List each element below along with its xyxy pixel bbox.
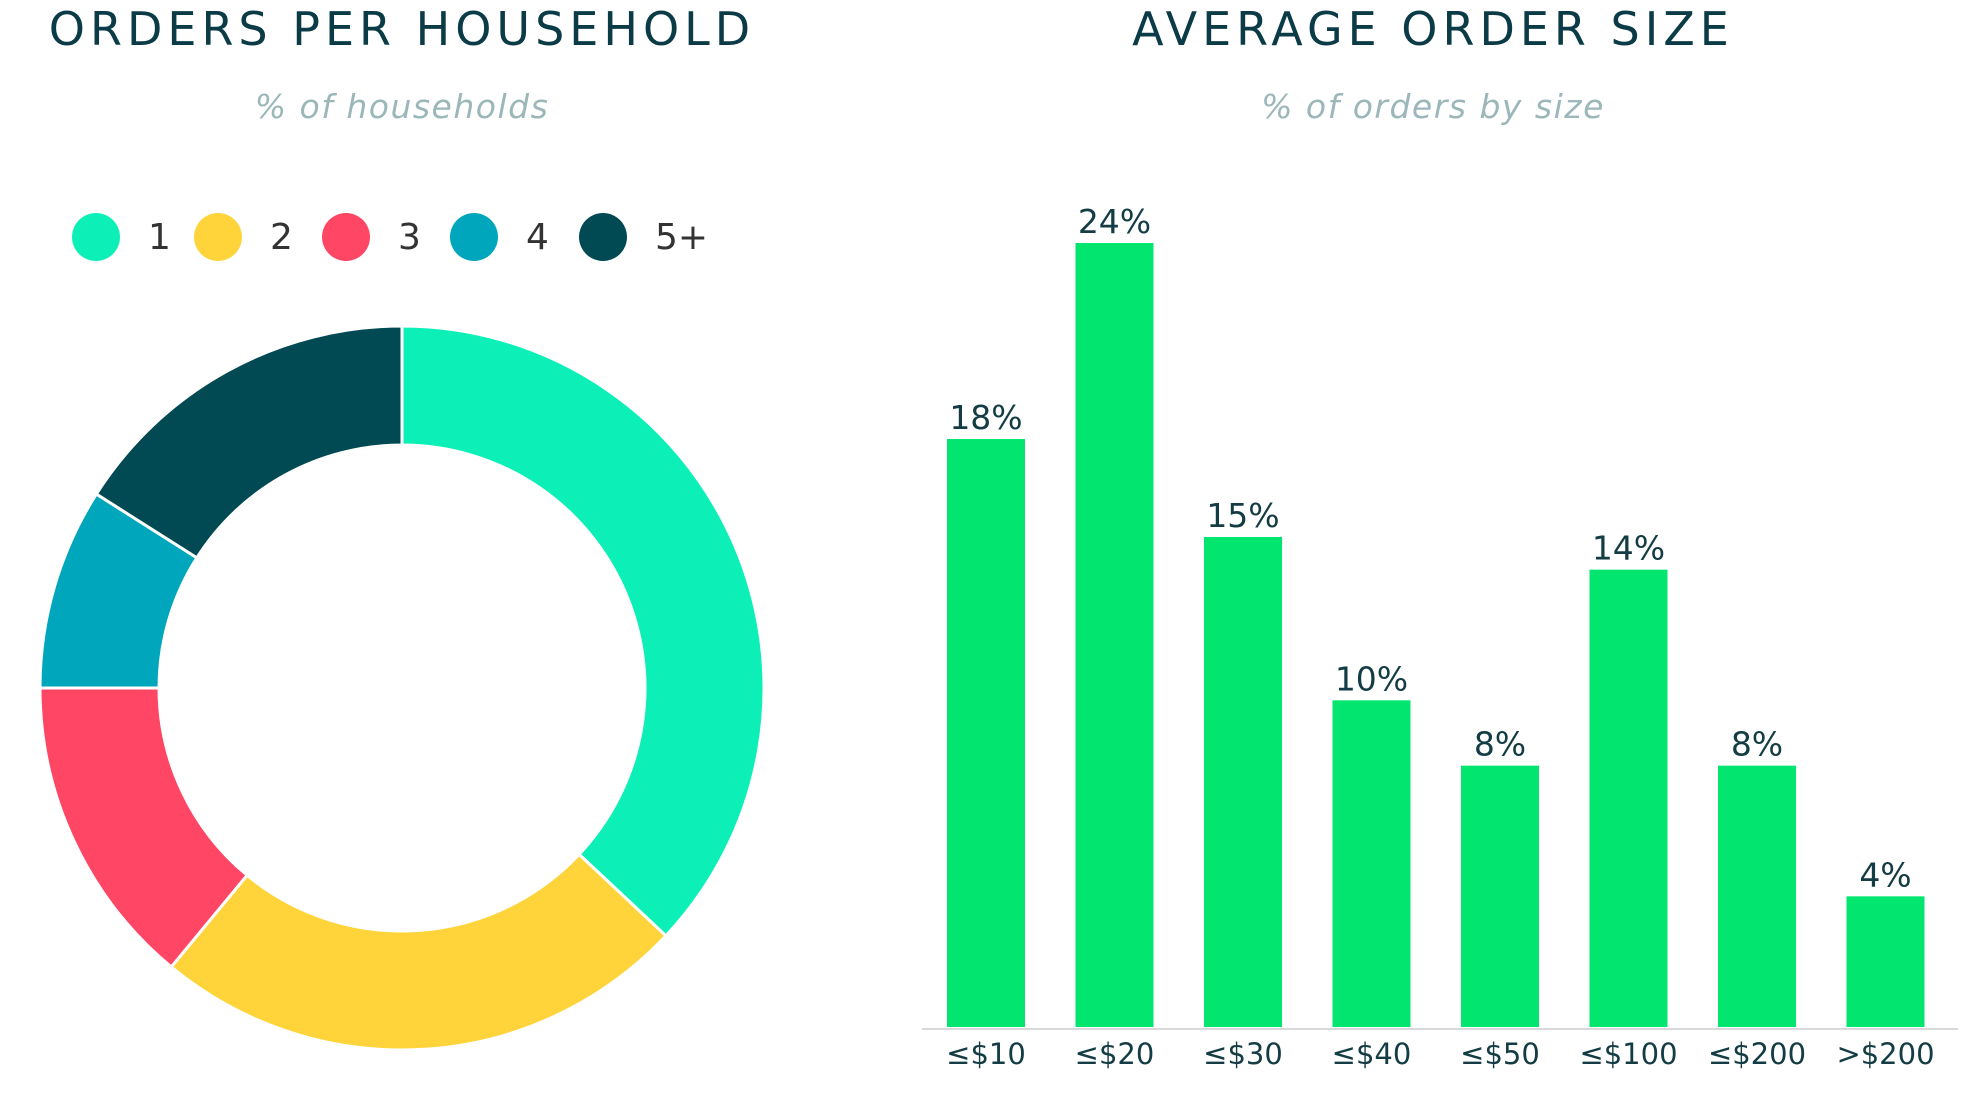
bar-chart-panel: AVERAGE ORDER SIZE % of orders by size 1… <box>922 2 1958 1071</box>
bar-value-label-4: 10% <box>1335 659 1408 698</box>
bar-chart-title: AVERAGE ORDER SIZE <box>1132 2 1734 56</box>
bar-8 <box>1846 896 1925 1027</box>
bar-value-label-6: 14% <box>1592 529 1665 568</box>
bar-value-label-5: 8% <box>1474 725 1526 764</box>
x-tick-label-7: ≤$200 <box>1708 1037 1806 1071</box>
legend-label-5: 5+ <box>655 217 708 258</box>
legend-swatch-3 <box>322 213 370 261</box>
bar-5 <box>1461 765 1539 1027</box>
legend-swatch-5 <box>579 213 627 261</box>
bar-7 <box>1718 765 1796 1027</box>
x-tick-label-8: >$200 <box>1836 1037 1934 1071</box>
bar-value-label-7: 8% <box>1731 725 1783 764</box>
donut-chart-subtitle: % of households <box>255 87 550 126</box>
legend-label-1: 1 <box>148 217 171 258</box>
legend-label-4: 4 <box>526 217 549 258</box>
x-tick-label-4: ≤$40 <box>1332 1037 1412 1071</box>
bar-value-label-3: 15% <box>1206 496 1279 535</box>
bar-1 <box>947 439 1025 1027</box>
bar-2 <box>1075 243 1154 1027</box>
donut-slice-1 <box>400 324 766 938</box>
donut-chart-title: ORDERS PER HOUSEHOLD <box>49 2 755 56</box>
donut-chart-panel: ORDERS PER HOUSEHOLD % of households 1 2 3… <box>38 2 766 1052</box>
bar-6 <box>1589 569 1668 1027</box>
donut-slice-2 <box>169 852 669 1052</box>
bar-value-label-1: 18% <box>949 398 1022 437</box>
legend-label-2: 2 <box>270 217 293 258</box>
donut-slice-5 <box>94 324 404 560</box>
x-tick-label-3: ≤$30 <box>1203 1037 1283 1071</box>
legend-swatch-2 <box>194 213 242 261</box>
bar-value-label-2: 24% <box>1078 202 1151 241</box>
bar-series: 18% ≤$10 24% ≤$20 15% ≤$30 10% ≤$40 8% ≤$50 14% ≤$1… <box>946 202 1934 1071</box>
x-tick-label-2: ≤$20 <box>1075 1037 1155 1071</box>
legend-swatch-1 <box>72 213 120 261</box>
bar-value-label-8: 4% <box>1859 855 1911 894</box>
bar-chart-subtitle: % of orders by size <box>1261 87 1605 126</box>
legend-label-3: 3 <box>398 217 421 258</box>
x-tick-label-1: ≤$10 <box>946 1037 1026 1071</box>
legend-swatch-4 <box>450 213 498 261</box>
donut-slices <box>38 324 766 1052</box>
bar-3 <box>1204 537 1282 1027</box>
x-tick-label-5: ≤$50 <box>1460 1037 1540 1071</box>
donut-legend: 1 2 3 4 5+ <box>72 213 708 261</box>
x-tick-label-6: ≤$100 <box>1579 1037 1677 1071</box>
bar-4 <box>1332 700 1411 1027</box>
